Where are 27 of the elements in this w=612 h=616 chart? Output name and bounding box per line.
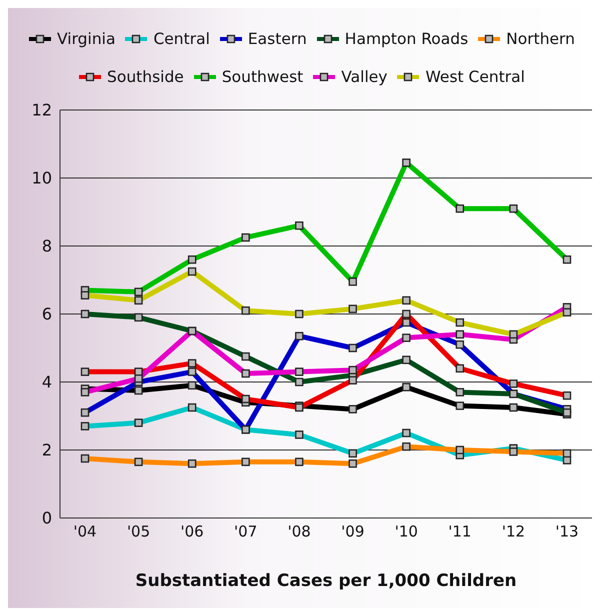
x-tick-label: '07 bbox=[234, 522, 258, 541]
x-tick-label: '11 bbox=[448, 522, 472, 541]
x-tick-label: '05 bbox=[126, 522, 150, 541]
y-tick-label: 0 bbox=[42, 508, 52, 528]
legend-label: Hampton Roads bbox=[344, 29, 468, 50]
legend-label: Northern bbox=[506, 29, 575, 50]
x-tick-label: '09 bbox=[341, 522, 364, 541]
y-tick-label: 12 bbox=[32, 100, 52, 120]
legend-label: Southwest bbox=[222, 67, 304, 88]
y-tick-label: 4 bbox=[42, 372, 52, 392]
x-tick-label: '06 bbox=[180, 522, 204, 541]
x-tick-label: '10 bbox=[394, 522, 418, 541]
legend-label: Virginia bbox=[57, 29, 116, 50]
x-tick-label: '12 bbox=[502, 522, 526, 541]
y-tick-label: 6 bbox=[42, 304, 52, 324]
y-tick-label: 2 bbox=[42, 440, 52, 460]
x-axis-title: Substantiated Cases per 1,000 Children bbox=[135, 571, 517, 591]
x-tick-label: '08 bbox=[288, 522, 311, 541]
x-tick-label: '04 bbox=[73, 522, 97, 541]
legend-label: West Central bbox=[425, 67, 525, 88]
legend-label: Southside bbox=[107, 67, 184, 88]
x-tick-label: '13 bbox=[555, 522, 579, 541]
legend-label: Valley bbox=[341, 67, 388, 88]
y-tick-label: 8 bbox=[42, 236, 52, 256]
legend-label: Eastern bbox=[248, 29, 307, 50]
y-tick-label: 10 bbox=[32, 168, 52, 188]
legend-label: Central bbox=[153, 29, 210, 50]
